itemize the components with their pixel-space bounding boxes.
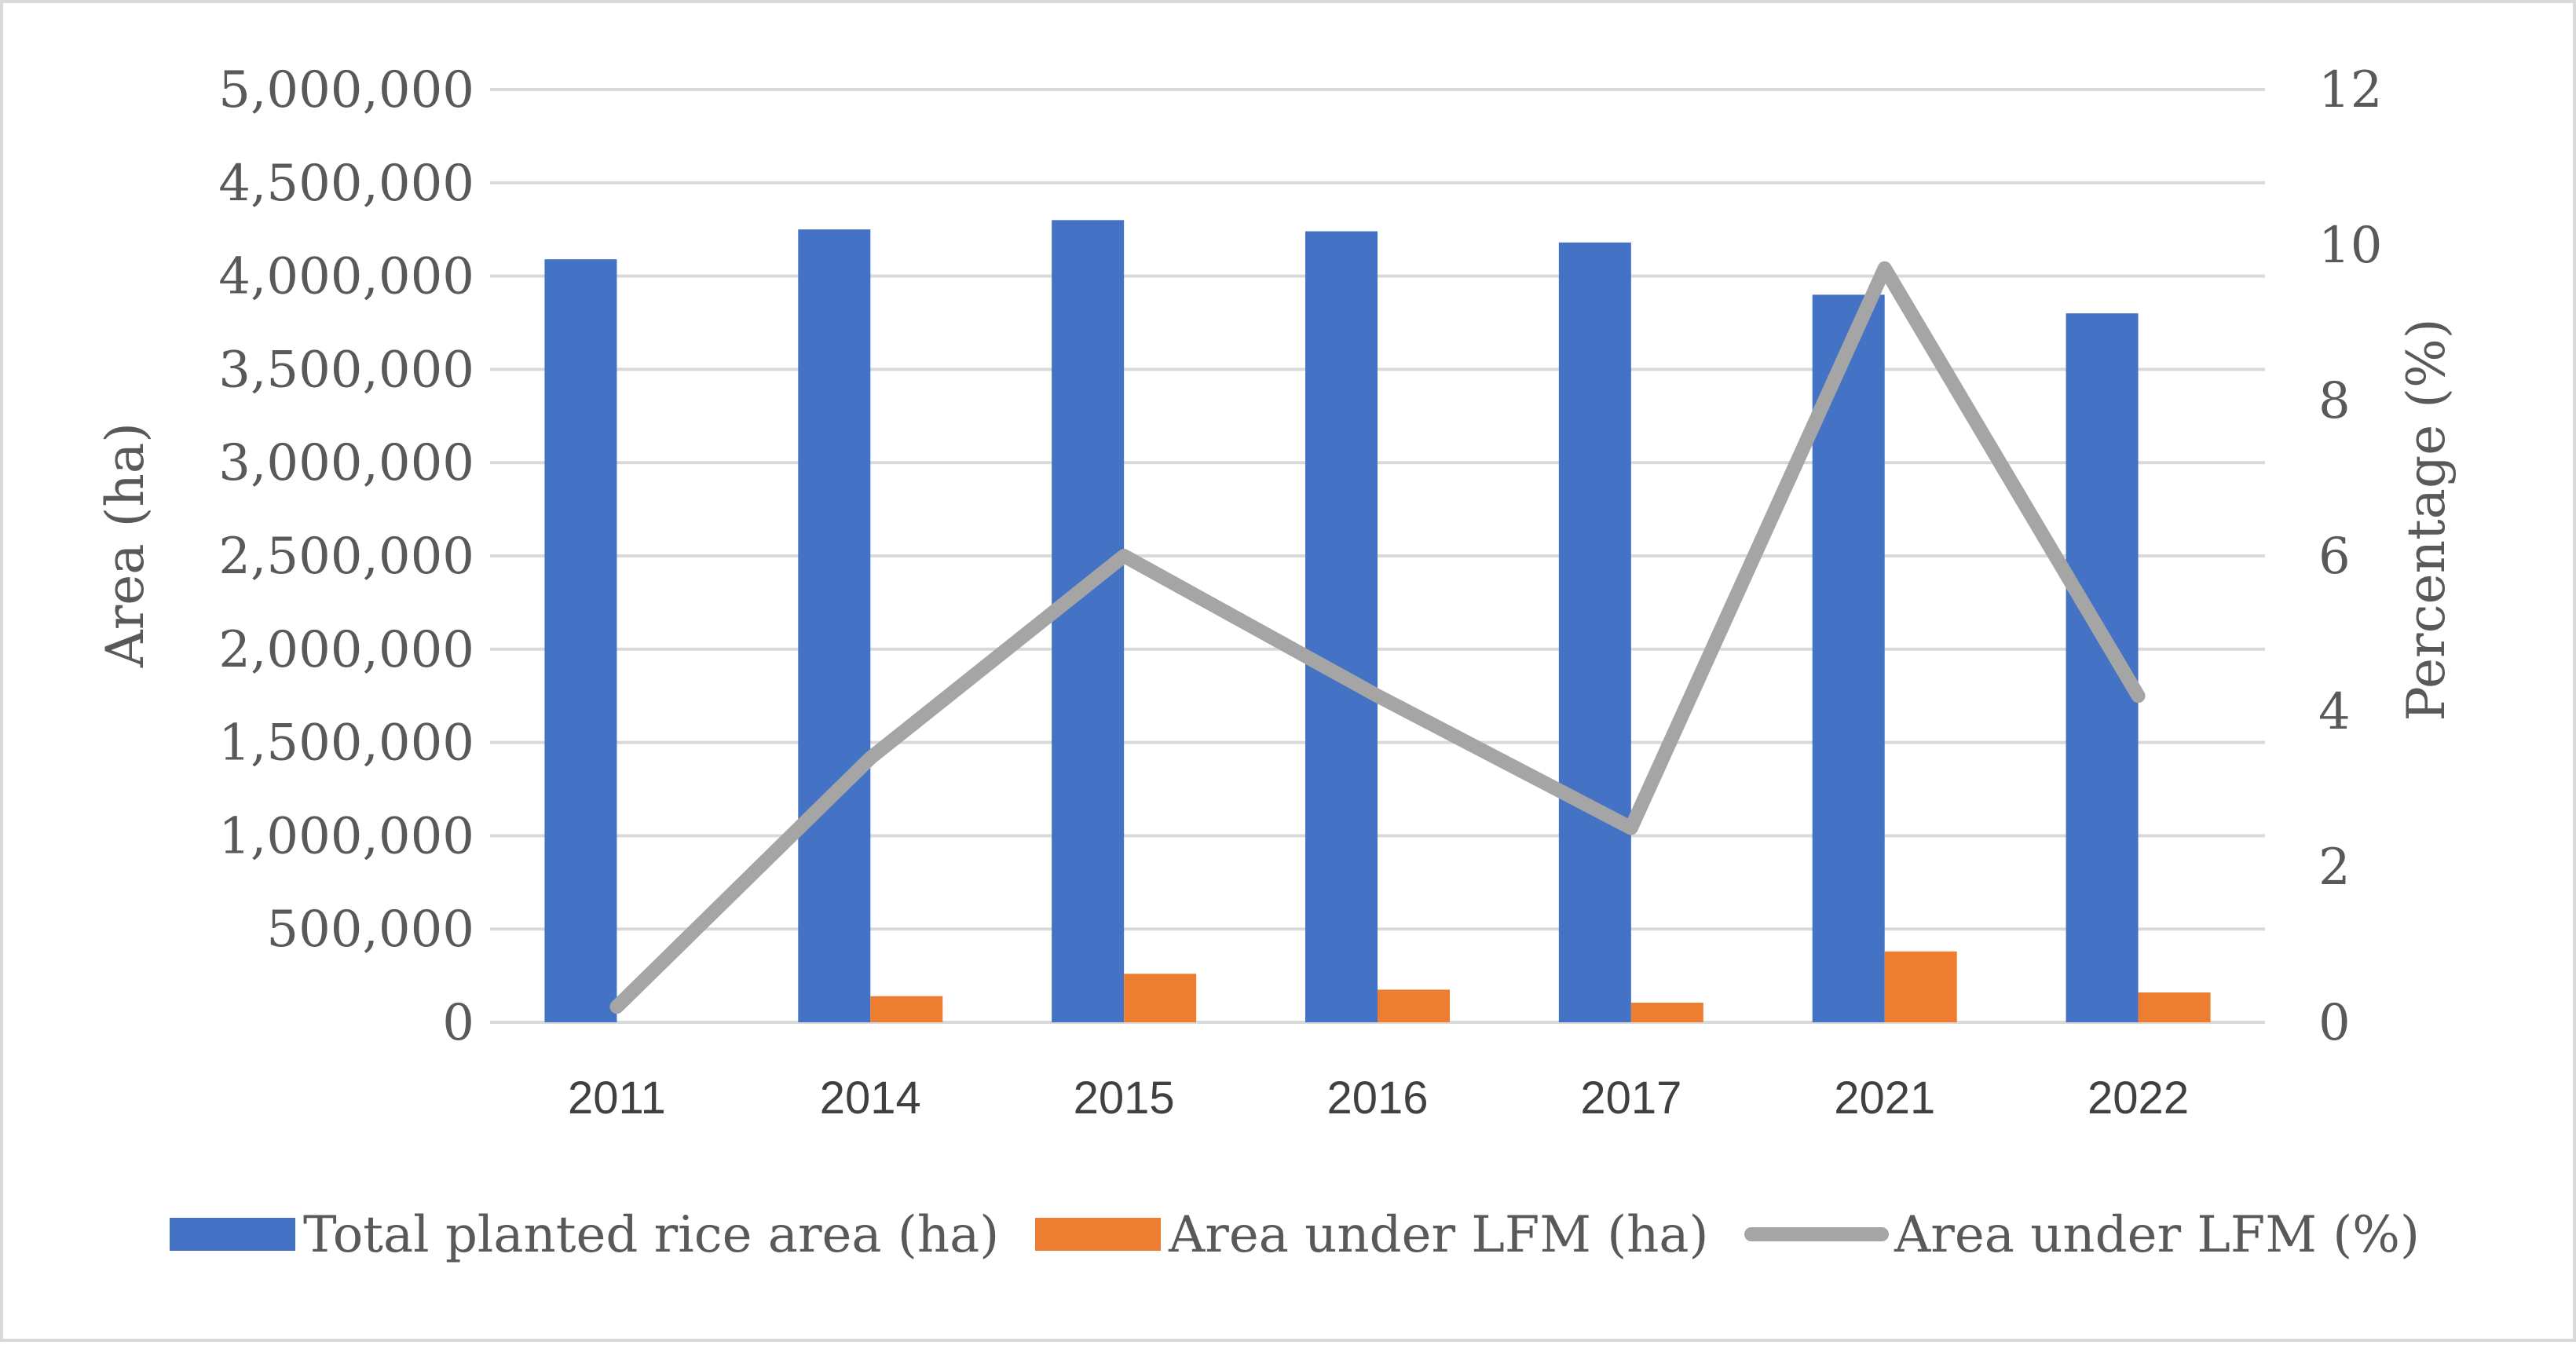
bar-total-area [1558,242,1631,1022]
percentage-line [609,261,2146,1014]
y-tick-label: 4,000,000 [218,248,474,306]
bar-lfm-area [1378,989,1450,1022]
x-tick-label: 2021 [1834,1073,1935,1124]
y-tick-label: 1,500,000 [218,715,474,773]
y2-tick-label: 6 [2318,528,2351,586]
bar-total-area [544,259,617,1022]
axes: Area (ha) Percentage (%) 0 500,000 1,000,0… [95,61,2457,1124]
y2-tick-label: 2 [2318,839,2351,897]
y-tick-label: 500,000 [266,901,474,959]
y-tick-label: 2,500,000 [218,528,474,586]
legend-label-lfm-percent: Area under LFM (%) [1894,1206,2420,1264]
x-tick-label: 2017 [1580,1073,1681,1124]
y-tick-label: 2,000,000 [218,621,474,679]
y-tick-label: 3,000,000 [218,434,474,492]
bar-total-area [798,229,871,1022]
y2-tick-label: 4 [2318,683,2351,741]
bars [544,220,2211,1022]
y2-tick-label: 0 [2318,994,2351,1052]
y2-tick-label: 8 [2318,372,2351,430]
y2-tick-label: 12 [2318,61,2382,119]
x-tick-label: 2011 [568,1073,666,1124]
y-tick-label: 0 [442,994,474,1052]
y-tick-label: 4,500,000 [218,155,474,213]
y2-axis-title: Percentage (%) [2396,319,2457,722]
bar-lfm-area [1124,974,1197,1022]
legend-label-total-area: Total planted rice area (ha) [303,1206,999,1264]
y-tick-label: 3,500,000 [218,341,474,399]
x-tick-label: 2022 [2088,1073,2189,1124]
bar-lfm-area [2138,992,2211,1022]
bar-lfm-area [870,996,943,1022]
legend-swatch-lfm-area [1035,1218,1161,1251]
y-axis-title: Area (ha) [95,422,156,668]
y2-tick-label: 10 [2318,217,2382,275]
bar-total-area [1052,220,1125,1022]
x-tick-label: 2015 [1074,1073,1175,1124]
x-tick-label: 2016 [1326,1073,1428,1124]
bar-lfm-area [1630,1003,1703,1022]
y-tick-label: 1,000,000 [218,807,474,865]
line-lfm-percent [609,261,2146,1014]
bar-lfm-area [1884,951,1957,1022]
legend-label-lfm-area: Area under LFM (ha) [1168,1206,1709,1264]
x-tick-label: 2014 [820,1073,921,1124]
combo-chart: Area (ha) Percentage (%) 0 500,000 1,000,0… [95,61,2457,1264]
legend-swatch-total-area [170,1218,295,1251]
y-tick-label: 5,000,000 [218,61,474,119]
bar-total-area [1305,231,1378,1022]
legend: Total planted rice area (ha) Area under … [170,1206,2420,1264]
